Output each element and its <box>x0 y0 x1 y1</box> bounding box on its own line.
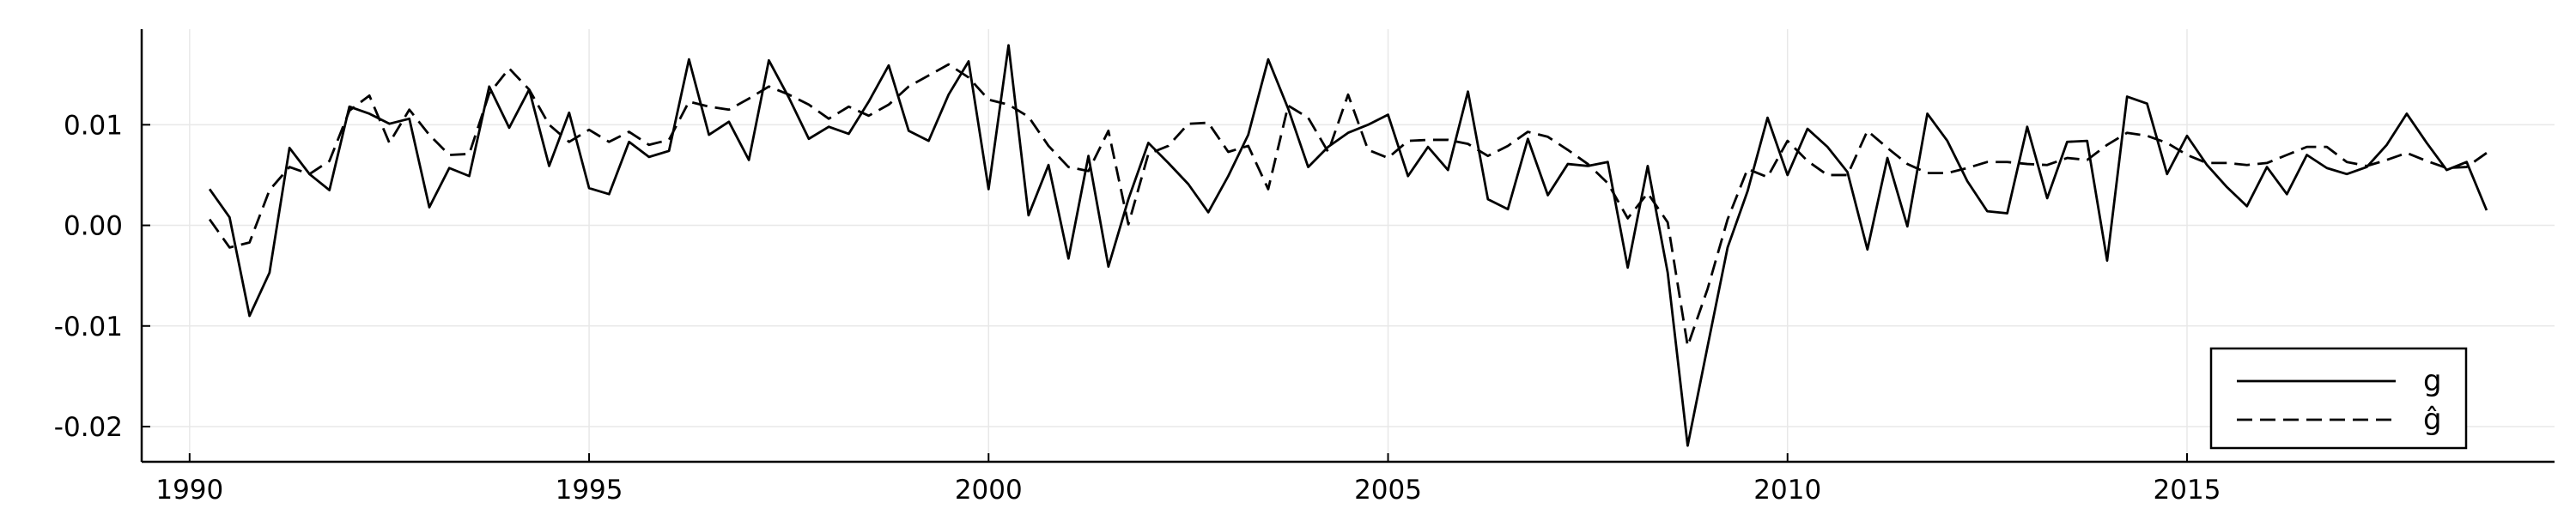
y-tick-label: 0.00 <box>64 211 123 242</box>
tick-labels: 1990 1995 2000 2005 2010 2015 0.01 0.00 -0.01 -0.… <box>54 110 2221 506</box>
legend-label-g-hat: ĝ <box>2423 403 2442 437</box>
legend: gĝ <box>2209 347 2468 450</box>
legend-label-g: g <box>2423 364 2442 398</box>
x-tick-label: 2005 <box>1354 475 1422 506</box>
series-line-g <box>208 44 2488 447</box>
axes <box>140 29 2555 464</box>
y-tick-label: 0.01 <box>64 110 123 141</box>
x-tick-label: 1990 <box>155 475 223 506</box>
grid-lines <box>142 29 2555 462</box>
x-tick-label: 2000 <box>955 475 1023 506</box>
series-line-g-hat <box>208 63 2488 348</box>
y-tick-label: -0.01 <box>54 312 123 342</box>
x-tick-label: 2015 <box>2154 475 2221 506</box>
x-tick-label: 1995 <box>556 475 623 506</box>
series-group <box>208 44 2488 447</box>
legend-box <box>2209 347 2468 450</box>
y-tick-label: -0.02 <box>54 412 123 443</box>
x-tick-label: 2010 <box>1753 475 1821 506</box>
